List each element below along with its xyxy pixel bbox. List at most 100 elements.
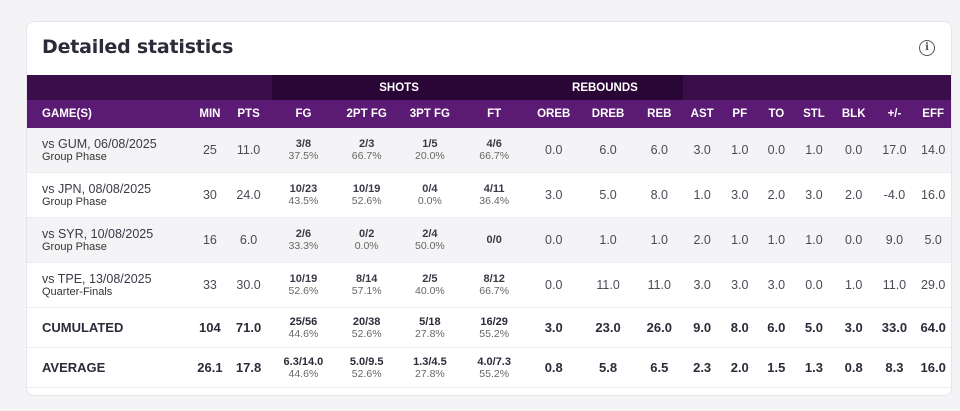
pts-cell: 11.0 — [225, 128, 272, 173]
pts-cell: 71.0 — [225, 307, 272, 348]
column-header-stl[interactable]: STL — [794, 100, 834, 128]
blk-cell: 0.0 — [833, 217, 874, 263]
column-header-games[interactable]: GAME(S) — [27, 100, 195, 128]
game-cell: vs TPE, 13/08/2025 Quarter-Finals — [27, 262, 195, 308]
reb-cell: 8.0 — [635, 172, 684, 218]
pf-cell: 1.0 — [720, 128, 759, 173]
fg-made-attempted: 25/56 — [289, 315, 318, 328]
stl-cell: 1.3 — [794, 347, 834, 388]
eff-cell: 16.0 — [915, 347, 951, 388]
column-header-to[interactable]: TO — [758, 100, 795, 128]
opponent-link[interactable]: vs GUM, 06/08/2025 — [42, 137, 157, 151]
column-header-fg[interactable]: FG — [271, 100, 336, 128]
eff-cell: 29.0 — [915, 262, 951, 308]
cumulated-row: CUMULATED 104 71.0 25/56 44.6% 20/38 52.6%… — [27, 307, 951, 348]
phase-label: Quarter-Finals — [42, 286, 113, 298]
pf-cell: 8.0 — [720, 307, 759, 348]
phase-label: Group Phase — [42, 151, 107, 163]
fg2-made-attempted: 8/14 — [355, 273, 378, 285]
fg3-percentage: 0.0% — [417, 195, 442, 207]
to-cell: 0.0 — [758, 128, 795, 173]
oreb-cell: 3.0 — [526, 307, 581, 348]
to-cell: 1.5 — [758, 347, 795, 388]
fg3-cell: 1.3/4.5 27.8% — [398, 347, 462, 388]
column-header-dreb[interactable]: DREB — [580, 100, 636, 128]
column-header-blk[interactable]: BLK — [833, 100, 874, 128]
ft-percentage: 55.2% — [479, 367, 510, 380]
statistics-card: Detailed statistics i SHOTS REBOUNDS GAM… — [26, 21, 952, 396]
fg-percentage: 33.3% — [288, 240, 319, 252]
fg2-percentage: 0.0% — [354, 240, 379, 252]
fg2-percentage: 52.6% — [351, 367, 382, 380]
column-header-eff[interactable]: EFF — [915, 100, 951, 128]
fg3-percentage: 27.8% — [415, 367, 445, 380]
pf-cell: 1.0 — [720, 217, 759, 263]
ft-made-attempted: 4/6 — [486, 138, 502, 150]
ft-made-attempted: 0/0 — [486, 234, 502, 246]
column-header-ast[interactable]: AST — [683, 100, 721, 128]
opponent-link[interactable]: vs JPN, 08/08/2025 — [42, 182, 152, 196]
column-header-pf[interactable]: PF — [720, 100, 759, 128]
opponent-link[interactable]: vs SYR, 10/08/2025 — [42, 227, 154, 241]
column-header-oreb[interactable]: OREB — [526, 100, 581, 128]
fg-percentage: 37.5% — [288, 150, 319, 162]
eff-cell: 16.0 — [915, 172, 951, 218]
plus-minus-cell: 8.3 — [873, 347, 916, 388]
stats-table: SHOTS REBOUNDS GAME(S) MIN PTS FG 2PT FG… — [27, 75, 951, 388]
fg3-made-attempted: 0/4 — [422, 183, 438, 195]
fg2-cell: 5.0/9.5 52.6% — [335, 347, 399, 388]
fg3-made-attempted: 2/4 — [422, 228, 438, 240]
min-cell: 104 — [194, 307, 226, 348]
column-header-row: GAME(S) MIN PTS FG 2PT FG 3PT FG FT OREB… — [27, 100, 951, 128]
column-header-min[interactable]: MIN — [194, 100, 226, 128]
game-cell: vs GUM, 06/08/2025 Group Phase — [27, 128, 195, 173]
fg3-percentage: 40.0% — [415, 285, 445, 297]
column-header-2pt-fg[interactable]: 2PT FG — [335, 100, 399, 128]
fg-cell: 25/56 44.6% — [271, 307, 336, 348]
info-icon[interactable]: i — [919, 40, 935, 56]
oreb-cell: 3.0 — [526, 172, 581, 218]
blk-cell: 2.0 — [833, 172, 874, 218]
fg-cell: 6.3/14.0 44.6% — [271, 347, 336, 388]
fg3-made-attempted: 2/5 — [422, 273, 438, 285]
to-cell: 6.0 — [758, 307, 795, 348]
fg3-percentage: 50.0% — [415, 240, 445, 252]
plus-minus-cell: 33.0 — [873, 307, 916, 348]
game-row: vs GUM, 06/08/2025 Group Phase 25 11.0 3… — [27, 128, 951, 173]
opponent-link[interactable]: vs TPE, 13/08/2025 — [42, 272, 152, 286]
stl-cell: 3.0 — [794, 172, 834, 218]
fg2-cell: 20/38 52.6% — [335, 307, 399, 348]
column-header-ft[interactable]: FT — [461, 100, 527, 128]
dreb-cell: 6.0 — [580, 128, 636, 173]
fg2-made-attempted: 20/38 — [352, 315, 381, 328]
column-header-pts[interactable]: PTS — [225, 100, 272, 128]
ft-percentage: 55.2% — [479, 327, 510, 340]
fg2-percentage: 52.6% — [351, 195, 382, 207]
ft-cell: 16/29 55.2% — [461, 307, 527, 348]
min-cell: 33 — [194, 262, 226, 308]
column-header-3pt-fg[interactable]: 3PT FG — [398, 100, 462, 128]
reb-cell: 6.0 — [635, 128, 684, 173]
ast-cell: 1.0 — [683, 172, 721, 218]
eff-cell: 14.0 — [915, 128, 951, 173]
pf-cell: 3.0 — [720, 262, 759, 308]
min-cell: 30 — [194, 172, 226, 218]
ft-percentage: 66.7% — [479, 285, 510, 297]
pts-cell: 24.0 — [225, 172, 272, 218]
ft-cell: 4.0/7.3 55.2% — [461, 347, 527, 388]
column-header-reb[interactable]: REB — [635, 100, 684, 128]
column-header-plus-minus[interactable]: +/- — [873, 100, 916, 128]
fg-percentage: 43.5% — [288, 195, 319, 207]
fg-made-attempted: 2/6 — [295, 228, 312, 240]
dreb-cell: 23.0 — [580, 307, 636, 348]
fg3-cell: 0/4 0.0% — [398, 172, 462, 218]
pf-cell: 2.0 — [720, 347, 759, 388]
fg-cell: 2/6 33.3% — [271, 217, 336, 263]
section-title: Detailed statistics — [42, 36, 234, 58]
pts-cell: 17.8 — [225, 347, 272, 388]
group-header-blank — [27, 75, 272, 100]
average-row: AVERAGE 26.1 17.8 6.3/14.0 44.6% 5.0/9.5 5… — [27, 347, 951, 388]
min-cell: 16 — [194, 217, 226, 263]
fg2-cell: 0/2 0.0% — [335, 217, 399, 263]
phase-label: Group Phase — [42, 196, 107, 208]
